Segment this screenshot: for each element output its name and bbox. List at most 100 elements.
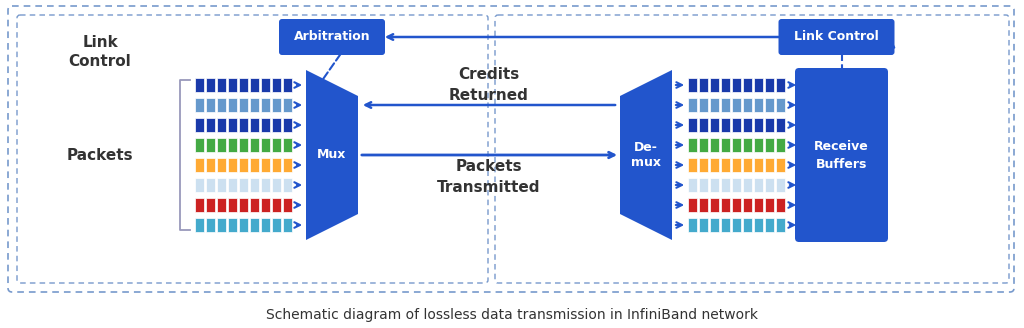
Bar [699,78,708,92]
Bar [272,178,281,192]
Bar [239,158,248,172]
Bar [195,78,204,92]
FancyBboxPatch shape [279,19,385,55]
Bar [710,218,719,232]
Bar [710,78,719,92]
Bar [272,158,281,172]
Bar [261,218,270,232]
Bar [228,198,237,212]
Bar [217,118,226,132]
Bar [195,198,204,212]
Bar [776,98,785,112]
Text: Link Control: Link Control [795,31,879,44]
Bar [688,118,697,132]
Polygon shape [620,70,672,240]
Bar [217,198,226,212]
Bar [206,178,215,192]
Bar [721,158,730,172]
Bar [239,178,248,192]
Bar [228,158,237,172]
Bar [239,138,248,152]
Bar [732,218,741,232]
Bar [732,158,741,172]
Bar [743,158,752,172]
Bar [776,198,785,212]
Bar [195,98,204,112]
Bar [261,118,270,132]
Bar [688,98,697,112]
FancyBboxPatch shape [795,68,888,242]
Bar [283,138,292,152]
Bar [765,198,774,212]
Bar [710,118,719,132]
Bar [688,198,697,212]
Bar [272,118,281,132]
Text: De-
mux: De- mux [631,141,662,169]
Bar [228,178,237,192]
Bar [195,158,204,172]
Bar [261,98,270,112]
Bar [217,98,226,112]
Bar [754,138,763,152]
Bar [743,98,752,112]
Bar [765,178,774,192]
Bar [754,198,763,212]
Bar [272,198,281,212]
Bar [688,178,697,192]
Bar [776,118,785,132]
Bar [721,98,730,112]
Bar [195,178,204,192]
Bar [699,158,708,172]
Bar [217,178,226,192]
Bar [228,118,237,132]
Bar [732,78,741,92]
Bar [250,78,259,92]
Bar [272,218,281,232]
Text: Schematic diagram of lossless data transmission in InfiniBand network: Schematic diagram of lossless data trans… [266,308,758,322]
Text: Packets
Transmitted: Packets Transmitted [437,159,541,195]
Bar [688,138,697,152]
Bar [743,218,752,232]
Bar [765,118,774,132]
Bar [217,218,226,232]
Bar [261,158,270,172]
Text: Mux: Mux [317,149,347,161]
Bar [250,178,259,192]
Bar [721,198,730,212]
Bar [765,138,774,152]
Polygon shape [306,70,358,240]
Bar [250,118,259,132]
Bar [721,78,730,92]
Bar [776,178,785,192]
Bar [743,178,752,192]
Bar [765,158,774,172]
Bar [721,178,730,192]
Bar [217,158,226,172]
Bar [217,78,226,92]
Bar [195,138,204,152]
Text: Arbitration: Arbitration [294,31,371,44]
Bar [283,158,292,172]
Bar [272,78,281,92]
Bar [228,98,237,112]
Bar [261,138,270,152]
Bar [228,138,237,152]
Bar [283,218,292,232]
Bar [239,198,248,212]
Bar [206,198,215,212]
Bar [765,78,774,92]
Bar [732,98,741,112]
Bar [283,78,292,92]
Bar [239,218,248,232]
Bar [250,98,259,112]
Bar [743,198,752,212]
Bar [776,158,785,172]
Bar [688,158,697,172]
Bar [710,198,719,212]
Bar [721,138,730,152]
Bar [250,218,259,232]
Bar [206,138,215,152]
Bar [710,158,719,172]
Bar [710,178,719,192]
Text: Receive
Buffers: Receive Buffers [814,139,869,171]
